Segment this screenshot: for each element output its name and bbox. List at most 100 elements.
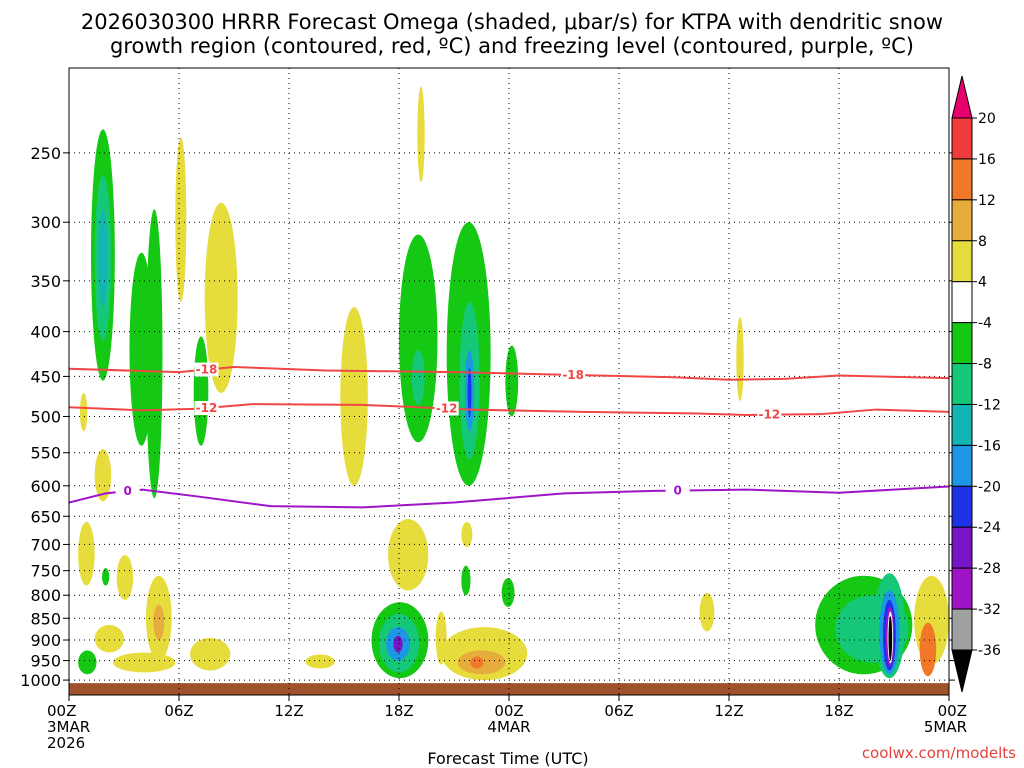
contour-label-0-0: -18 — [196, 363, 218, 377]
contour-label-bg-0-1 — [561, 367, 586, 382]
omega-feature-18 — [80, 392, 88, 432]
y-tick-label-350: 350 — [30, 272, 61, 291]
colorbar-box-6 — [951, 363, 973, 405]
omega-feature-33 — [501, 578, 515, 607]
x-tick-label-6-0: 06Z — [164, 702, 193, 720]
omega-feature-41 — [470, 656, 484, 669]
omega-feature-15 — [467, 367, 472, 417]
contour-label-1-2: -12 — [758, 408, 780, 422]
x-tick-label-42-0: 18Z — [824, 702, 853, 720]
contour-label-bg-1-2 — [757, 407, 782, 422]
omega-feature-17 — [736, 317, 744, 401]
plot-area: -18 -18 -12 -12 -12 0 0 250 300 350 400 450 500 550 60… — [20, 67, 967, 752]
colorbar-box-3 — [951, 240, 973, 283]
omega-feature-27 — [78, 650, 97, 675]
chart-title-line2: growth region (contoured, red, ºC) and f… — [110, 34, 914, 58]
omega-feature-24 — [153, 604, 165, 641]
contour-label-bg-1-0 — [194, 401, 219, 416]
omega-feature-4 — [146, 209, 163, 499]
y-tick-label-800: 800 — [30, 586, 61, 605]
colorbar-box-10 — [951, 526, 973, 569]
colorbar-top-triangle — [951, 75, 973, 119]
omega-feature-19 — [94, 449, 112, 502]
x-tick-label-12-0: 12Z — [274, 702, 303, 720]
omega-feature-32 — [461, 565, 471, 596]
site-credit: coolwx.com/modelts — [862, 744, 1016, 762]
colorbar-box-2 — [951, 199, 973, 242]
x-tick-label-0-2: 2026 — [47, 734, 85, 752]
y-tick-label-250: 250 — [30, 144, 61, 163]
y-tick-label-650: 650 — [30, 507, 61, 526]
x-tick-label-0-0: 00Z — [47, 702, 76, 720]
omega-feature-5 — [175, 137, 187, 302]
omega-feature-42 — [699, 592, 715, 632]
omega-feature-8 — [340, 307, 368, 486]
chart-title-line1: 2026030300 HRRR Forecast Omega (shaded, … — [81, 10, 943, 34]
colorbar-label-6: -8 — [978, 357, 992, 373]
y-tick-label-700: 700 — [30, 535, 61, 554]
colorbar-box-5 — [951, 322, 973, 365]
omega-feature-29 — [305, 654, 335, 669]
y-tick-label-550: 550 — [30, 444, 61, 463]
contour-1 — [68, 403, 950, 416]
contour-label-bg-1-1 — [434, 401, 459, 416]
x-tick-label-48-0: 00Z — [938, 702, 967, 720]
colorbar-label-9: -20 — [978, 479, 1001, 495]
colorbar-box-11 — [951, 567, 973, 610]
colorbar-label-11: -28 — [978, 561, 1001, 577]
colorbar-label-13: -36 — [978, 643, 1001, 659]
omega-feature-46 — [919, 622, 937, 677]
omega-feature-2 — [98, 209, 108, 308]
y-tick-label-450: 450 — [30, 367, 61, 386]
colorbar-label-8: -16 — [978, 438, 1001, 454]
colorbar-label-4: 4 — [978, 275, 987, 291]
y-tick-label-300: 300 — [30, 213, 61, 232]
omega-feature-37 — [393, 635, 403, 653]
omega-feature-16 — [505, 345, 519, 417]
colorbar-bottom-triangle — [951, 649, 973, 693]
colorbar-label-1: 16 — [978, 152, 996, 168]
colorbar-label-5: -4 — [978, 316, 992, 332]
contour-label-bg-2-1 — [665, 483, 690, 498]
omega-feature-21 — [102, 568, 110, 586]
colorbar: 20 16 12 8 4 -4 -8 -12 -16 -20 -24 -28 -32 -36 — [951, 75, 1001, 693]
x-axis-label: Forecast Time (UTC) — [427, 749, 588, 768]
omega-feature-7 — [193, 336, 209, 446]
omega-feature-28 — [190, 637, 231, 671]
colorbar-box-0 — [951, 117, 973, 160]
colorbar-box-1 — [951, 158, 973, 201]
contour-label-2-0: 0 — [123, 484, 131, 498]
x-tick-label-0-1: 3MAR — [47, 718, 90, 736]
y-tick-label-400: 400 — [30, 323, 61, 342]
colorbar-box-12 — [951, 608, 973, 651]
omega-feature-25 — [94, 624, 125, 653]
y-tick-label-500: 500 — [30, 407, 61, 426]
colorbar-box-8 — [951, 444, 973, 487]
x-tick-label-36-0: 12Z — [714, 702, 743, 720]
contour-label-bg-0-0 — [194, 362, 219, 377]
colorbar-label-2: 12 — [978, 193, 996, 209]
y-tick-label-1000: 1000 — [20, 671, 61, 690]
x-tick-label-48-1: 5MAR — [924, 718, 967, 736]
colorbar-label-12: -32 — [978, 602, 1001, 618]
y-tick-label-850: 850 — [30, 609, 61, 628]
y-tick-label-950: 950 — [30, 652, 61, 671]
omega-feature-11 — [411, 350, 425, 405]
x-tick-label-24-1: 4MAR — [487, 718, 530, 736]
omega-feature-26 — [113, 652, 176, 673]
colorbar-label-3: 8 — [978, 234, 987, 250]
colorbar-box-4 — [951, 281, 973, 324]
colorbar-label-0: 20 — [978, 111, 996, 127]
y-tick-label-900: 900 — [30, 631, 61, 650]
y-tick-label-750: 750 — [30, 562, 61, 581]
contour-label-bg-2-0 — [115, 484, 140, 499]
colorbar-label-10: -24 — [978, 520, 1001, 536]
colorbar-label-7: -12 — [978, 397, 1001, 413]
omega-feature-52 — [888, 616, 893, 661]
contour-label-2-1: 0 — [673, 484, 681, 498]
x-tick-label-18-0: 18Z — [384, 702, 413, 720]
ground-strip — [69, 683, 949, 695]
omega-feature-31 — [461, 522, 473, 548]
x-tick-label-30-0: 06Z — [604, 702, 633, 720]
